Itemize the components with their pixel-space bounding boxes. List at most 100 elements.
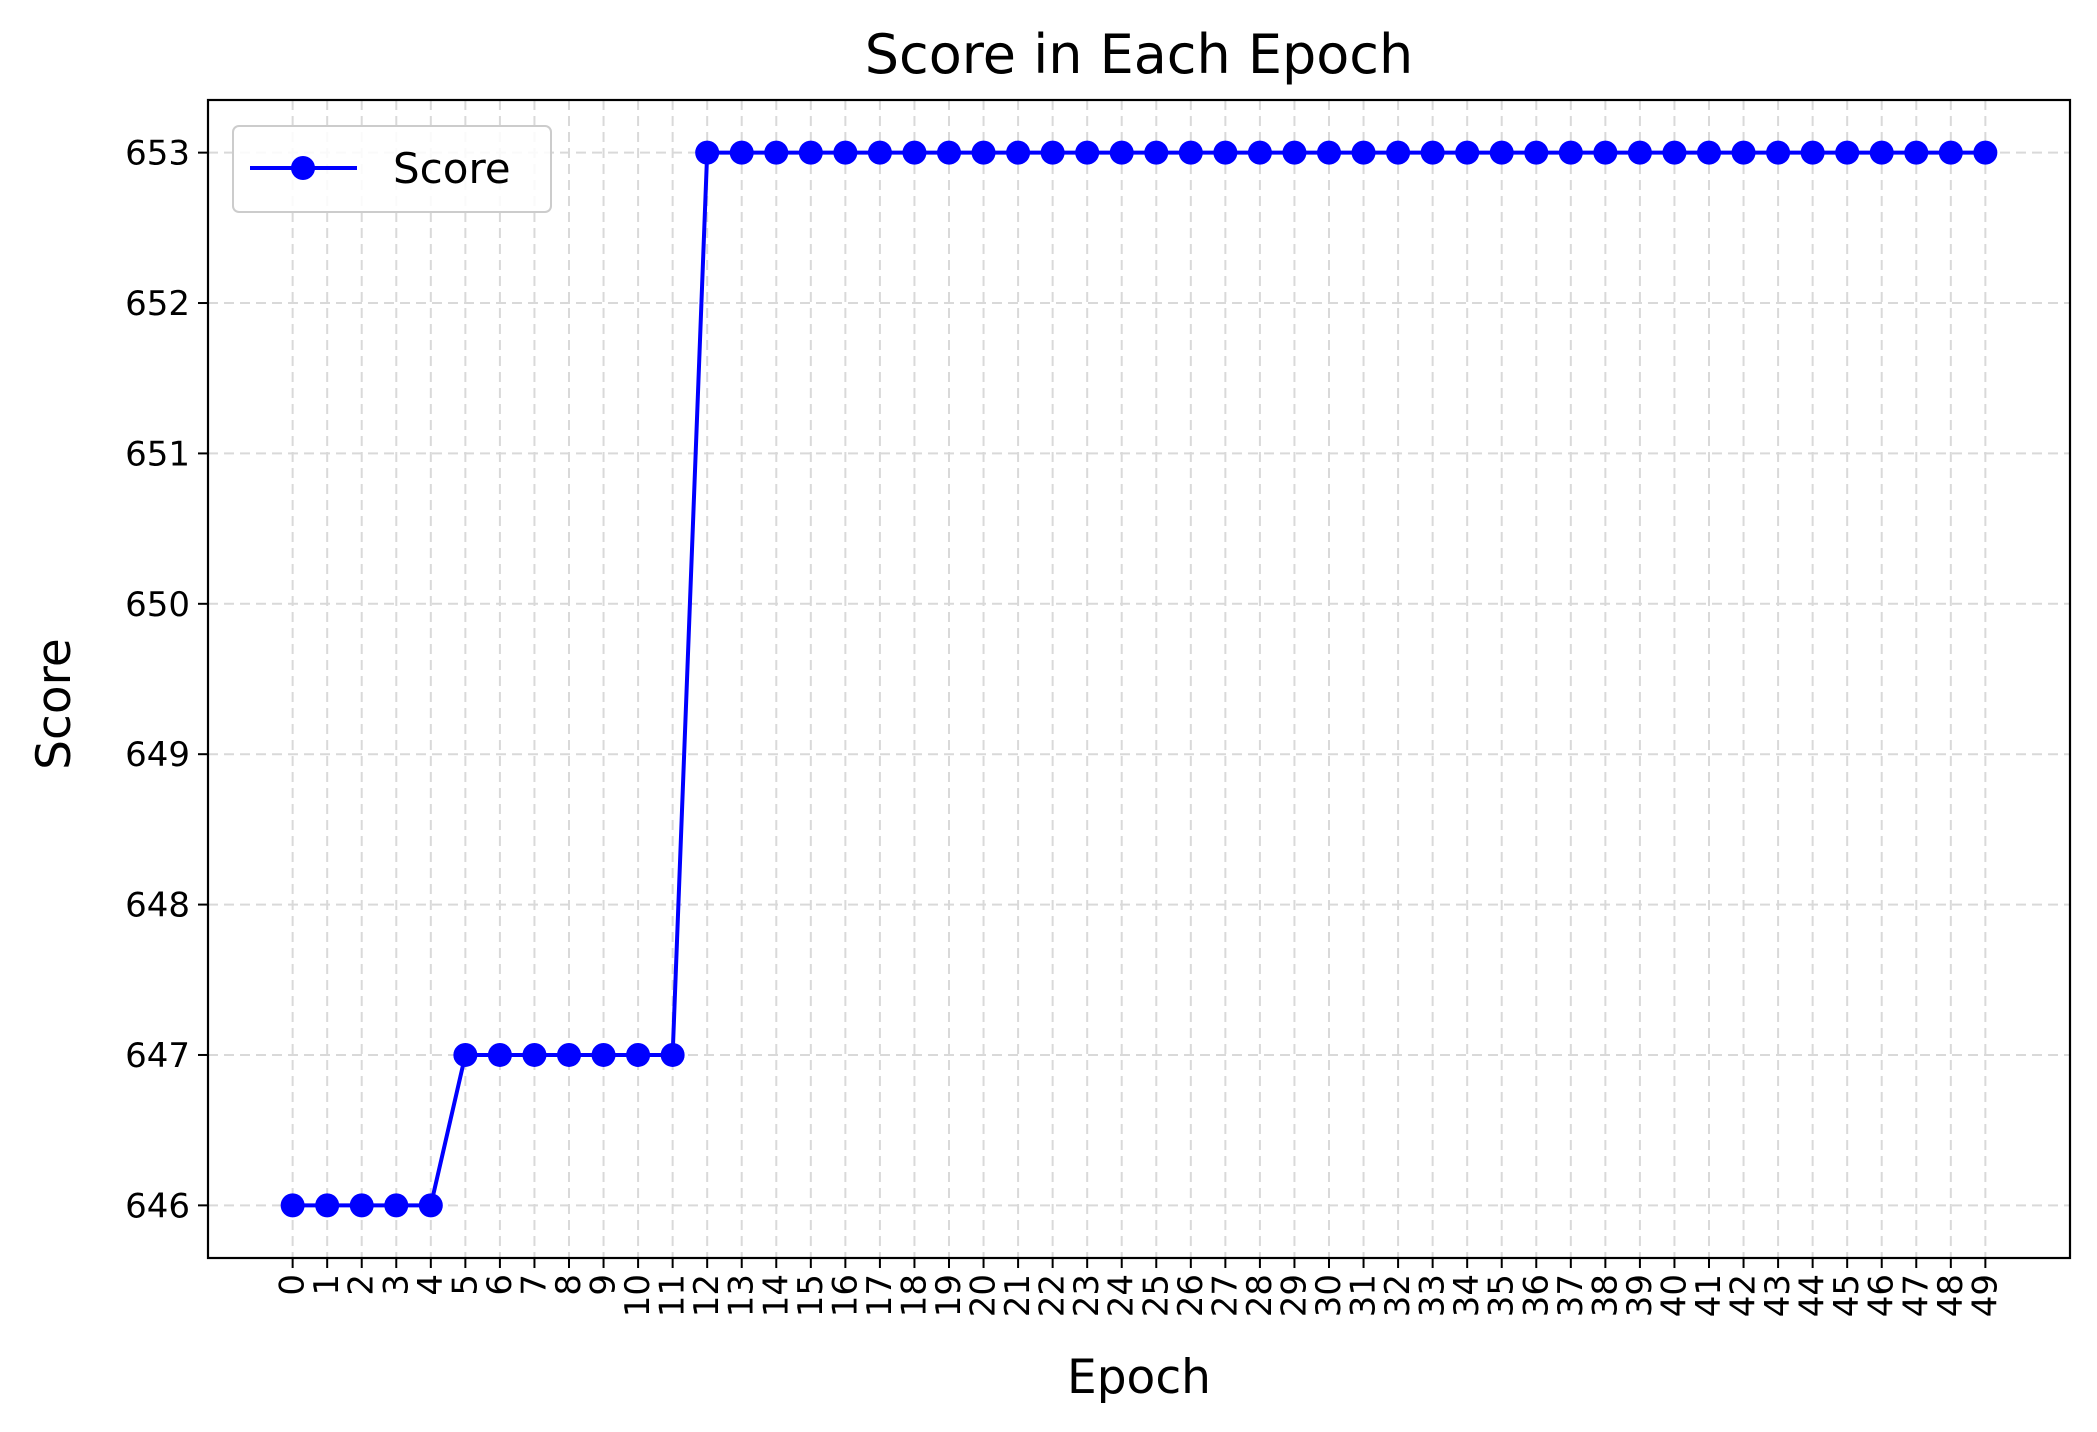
- x-tick-label: 20: [964, 1274, 1004, 1317]
- x-tick-label: 47: [1896, 1274, 1936, 1317]
- score-data-point: [729, 140, 754, 165]
- x-tick-label: 2: [342, 1274, 382, 1296]
- score-series-line: [292, 150, 1986, 1208]
- score-data-point: [1593, 140, 1618, 165]
- x-tick-label: 4: [411, 1274, 451, 1296]
- score-data-point: [1351, 140, 1376, 165]
- score-data-point: [1075, 140, 1100, 165]
- score-data-point: [1006, 140, 1031, 165]
- x-tick-label: 14: [756, 1274, 796, 1317]
- score-data-point: [1420, 140, 1445, 165]
- x-tick-label: 0: [273, 1274, 313, 1296]
- x-tick-label: 31: [1344, 1274, 1384, 1317]
- score-data-point: [695, 140, 720, 165]
- score-data-point: [1697, 140, 1721, 165]
- score-data-point: [1558, 140, 1583, 165]
- x-tick-label: 32: [1378, 1274, 1418, 1317]
- score-data-point: [1835, 140, 1860, 165]
- x-tick-label: 40: [1654, 1274, 1694, 1317]
- x-tick-label: 46: [1862, 1274, 1902, 1317]
- score-data-point: [1455, 140, 1480, 165]
- score-data-point: [418, 1193, 443, 1218]
- x-tick-label: 44: [1793, 1274, 1833, 1317]
- y-tick-label: 651: [125, 434, 190, 474]
- x-tick-label: 29: [1274, 1274, 1314, 1317]
- x-tick-label: 45: [1827, 1274, 1867, 1317]
- score-data-point: [1766, 140, 1791, 165]
- score-data-point: [626, 1042, 651, 1067]
- x-tick-label: 1: [307, 1274, 347, 1296]
- x-tick-label: 35: [1482, 1274, 1522, 1317]
- score-data-point: [1213, 140, 1238, 165]
- x-tick-label: 48: [1931, 1274, 1971, 1317]
- x-tick-label: 27: [1205, 1274, 1245, 1317]
- x-tick-label: 8: [549, 1274, 589, 1296]
- legend: Score: [232, 125, 552, 213]
- x-axis-label: Epoch: [1067, 1350, 1211, 1405]
- x-tick-label: 11: [653, 1274, 693, 1317]
- score-data-point: [1317, 140, 1341, 165]
- score-data-point: [867, 140, 892, 165]
- x-tick-label: 33: [1413, 1274, 1453, 1317]
- score-data-point: [937, 140, 961, 165]
- x-tick-label: 25: [1136, 1274, 1176, 1317]
- score-data-point: [1800, 140, 1825, 165]
- x-tick-label: 9: [584, 1274, 624, 1296]
- x-tick-label: 37: [1551, 1274, 1591, 1317]
- x-tick-label: 3: [376, 1274, 416, 1296]
- score-data-point: [487, 1042, 512, 1067]
- plot-frame: [206, 98, 2072, 1260]
- x-tick-label: 30: [1309, 1274, 1349, 1317]
- x-tick-label: 43: [1758, 1274, 1798, 1317]
- score-data-point: [591, 1042, 616, 1067]
- x-tick-label: 49: [1965, 1274, 2005, 1317]
- score-data-point: [971, 140, 996, 165]
- x-tick-label: 5: [445, 1274, 485, 1296]
- x-tick-label: 17: [860, 1274, 900, 1317]
- x-tick-label: 42: [1724, 1274, 1764, 1317]
- x-tick-label: 6: [480, 1274, 520, 1296]
- score-data-point: [764, 140, 789, 165]
- x-tick-label: 38: [1585, 1274, 1625, 1317]
- score-data-point: [453, 1042, 478, 1067]
- y-tick-label: 646: [125, 1186, 190, 1226]
- y-tick-label: 652: [125, 284, 190, 324]
- legend-marker-swatch: [291, 156, 315, 180]
- score-data-point: [1662, 140, 1687, 165]
- y-tick-label: 653: [125, 134, 190, 174]
- score-data-point: [1178, 140, 1203, 165]
- x-tick-label: 19: [929, 1274, 969, 1317]
- x-tick-label: 28: [1240, 1274, 1280, 1317]
- score-data-point: [557, 1042, 581, 1067]
- score-data-point: [1524, 140, 1549, 165]
- x-tick-label: 36: [1516, 1274, 1556, 1317]
- score-data-point: [1938, 140, 1963, 165]
- x-tick-label: 16: [825, 1274, 865, 1317]
- score-data-point: [1386, 140, 1411, 165]
- chart-title: Score in Each Epoch: [865, 23, 1413, 86]
- score-data-point: [315, 1193, 340, 1218]
- y-tick-label: 648: [125, 886, 190, 926]
- x-tick-label: 41: [1689, 1274, 1729, 1317]
- y-axis-ticks: 646 647 648 649 650 651 652 653: [125, 134, 208, 1226]
- score-data-point: [280, 1193, 305, 1218]
- y-axis-label: Score: [27, 638, 82, 770]
- x-tick-label: 13: [722, 1274, 762, 1317]
- y-tick-label: 649: [125, 735, 190, 775]
- x-tick-label: 18: [894, 1274, 934, 1317]
- x-tick-label: 22: [1033, 1274, 1073, 1317]
- score-data-point: [1731, 140, 1756, 165]
- y-tick-label: 650: [125, 585, 190, 625]
- score-data-point: [1869, 140, 1894, 165]
- score-data-point: [1144, 140, 1169, 165]
- series-layer: [280, 140, 1998, 1218]
- x-tick-label: 15: [791, 1274, 831, 1317]
- score-data-point: [349, 1193, 374, 1218]
- grid-lines: [208, 100, 2070, 1258]
- legend-label: Score: [393, 144, 511, 193]
- score-data-point: [1282, 140, 1307, 165]
- score-data-point: [522, 1042, 547, 1067]
- score-data-point: [1904, 140, 1929, 165]
- x-tick-label: 12: [687, 1274, 727, 1317]
- score-data-point: [833, 140, 858, 165]
